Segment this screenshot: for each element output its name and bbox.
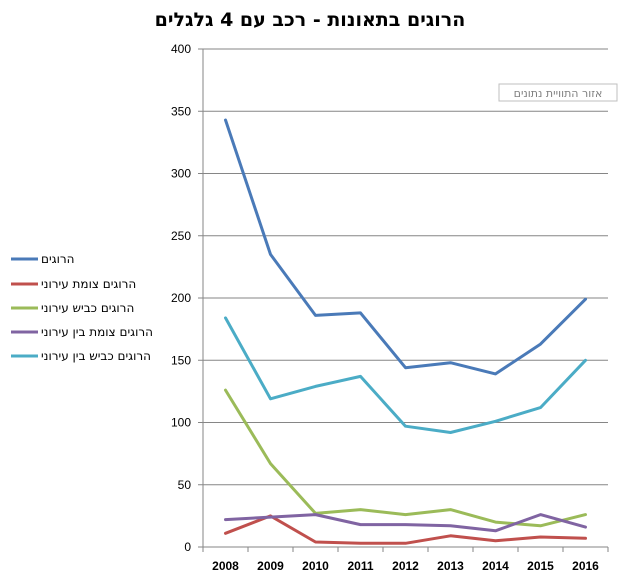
axes: 0 50 100 150 200 250 300 350 400 2008 2009 2010 2011… [171, 42, 609, 573]
series-line-1 [224, 514, 587, 545]
series-line-4 [224, 316, 587, 434]
legend-label: הרוגים כביש בין עירוני [41, 349, 151, 363]
x-tick-label: 2010 [302, 559, 329, 573]
series-line-2 [224, 388, 587, 528]
y-tick-label: 0 [184, 540, 191, 554]
x-tick-label: 2009 [257, 559, 284, 573]
gridlines [203, 48, 608, 486]
x-tick-label: 2008 [212, 559, 239, 573]
y-tick-label: 300 [171, 167, 191, 181]
x-tick-label: 2011 [347, 559, 373, 573]
legend-label: הרוגים צומת בין עירוני [41, 325, 153, 339]
x-tick-label: 2014 [482, 559, 509, 573]
plot-area-label-text: אזור התוויית נתונים [514, 87, 603, 100]
chart-title: הרוגים בתאונות - רכב עם 4 גלגלים [155, 9, 466, 31]
series-line-0 [224, 118, 587, 376]
y-tick-label: 100 [171, 416, 191, 430]
legend-label: הרוגים כביש עירוני [41, 301, 134, 315]
y-tick-label: 50 [178, 478, 192, 492]
x-tick-label: 2012 [392, 559, 419, 573]
y-tick-label: 150 [171, 353, 191, 367]
legend-label: הרוגים [41, 252, 74, 266]
y-tick-label: 400 [171, 42, 191, 56]
x-tick-label: 2013 [437, 559, 464, 573]
x-tick-label: 2016 [572, 559, 599, 573]
y-tick-label: 200 [171, 291, 191, 305]
y-tick-label: 350 [171, 104, 191, 118]
plot-area-label: אזור התוויית נתונים [498, 83, 618, 102]
legend: הרוגים הרוגים צומת עירוני הרוגים כביש עירו… [11, 252, 153, 363]
series-lines [224, 118, 587, 545]
x-tick-label: 2015 [527, 559, 554, 573]
series-line-3 [224, 513, 587, 533]
legend-label: הרוגים צומת עירוני [41, 277, 136, 291]
y-tick-label: 250 [171, 229, 191, 243]
